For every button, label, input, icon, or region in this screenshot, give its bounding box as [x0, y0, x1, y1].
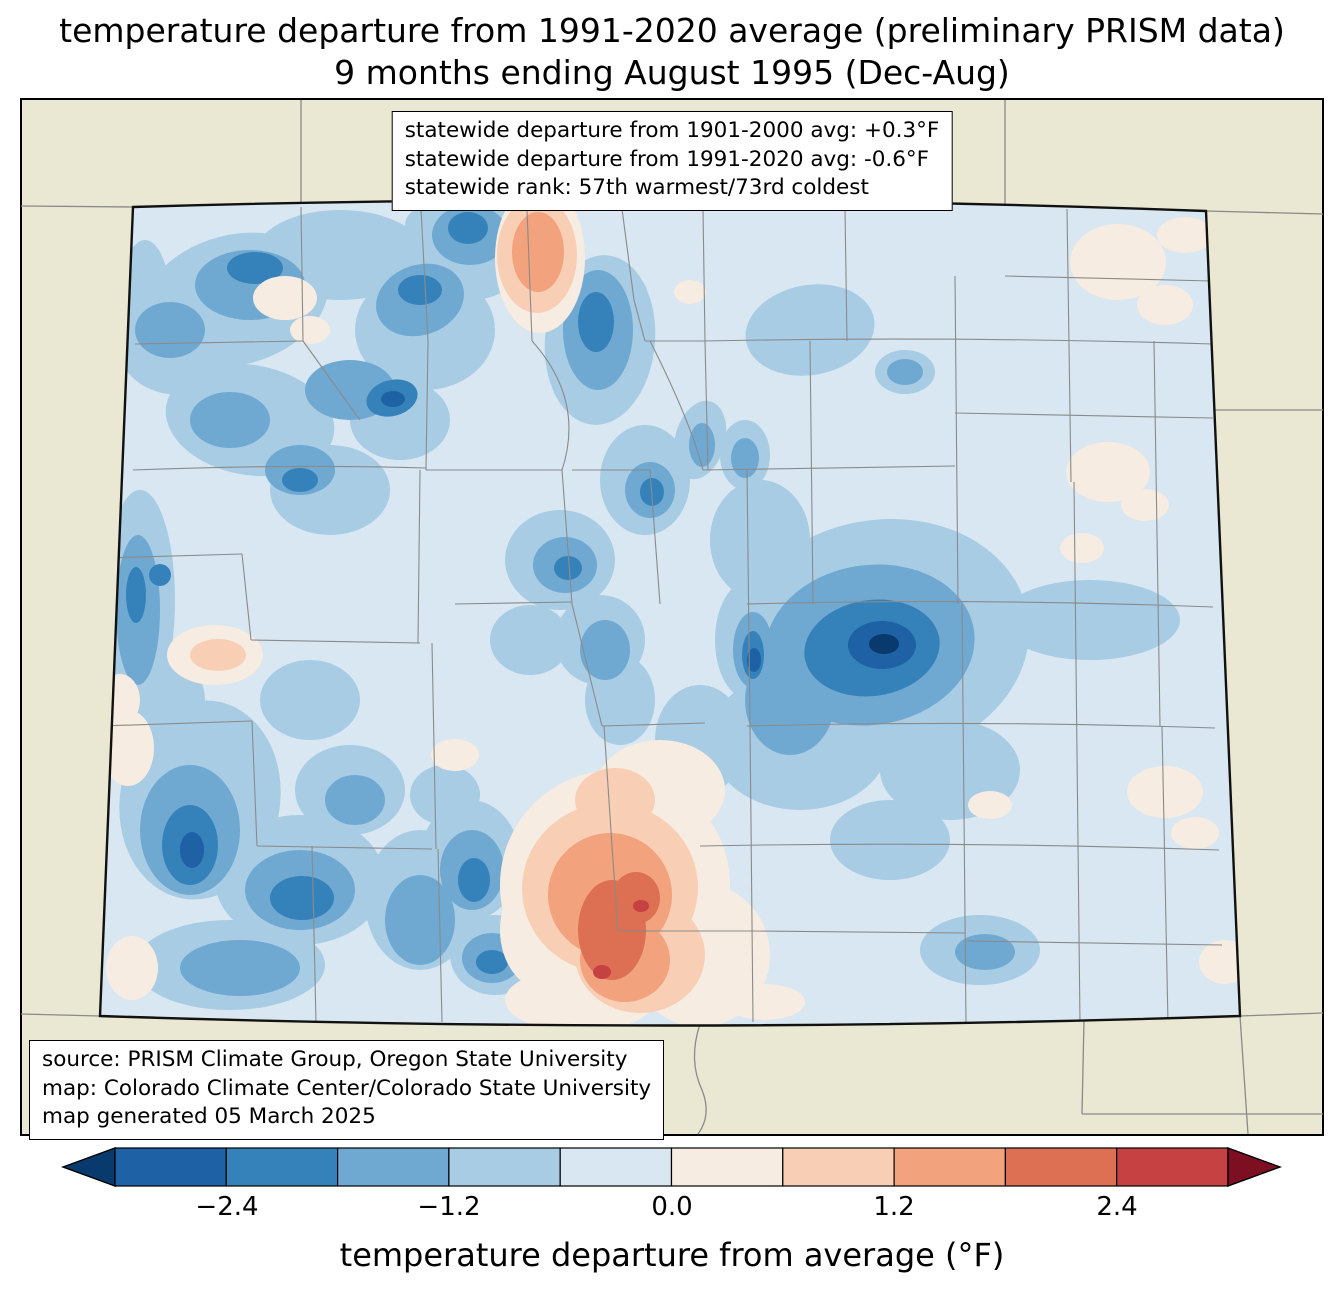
tick-label: 1.2: [873, 1192, 915, 1222]
coldest-anomaly-core: [869, 634, 899, 654]
colorbar: [60, 1146, 1283, 1188]
stats-line-1: statewide departure from 1901-2000 avg: …: [404, 118, 940, 143]
colorbar-axis-label: temperature departure from average (°F): [339, 1236, 1005, 1274]
title-line-2: 9 months ending August 1995 (Dec-Aug): [334, 53, 1010, 93]
tick-label: 0.0: [651, 1192, 693, 1222]
tick-label: 2.4: [1096, 1192, 1138, 1222]
tick-label: −1.2: [417, 1192, 481, 1222]
stats-box: statewide departure from 1901-2000 avg: …: [391, 111, 953, 211]
colorbar-ticks: −2.4 −1.2 0.0 1.2 2.4: [0, 1192, 1344, 1226]
source-line-1: source: PRISM Climate Group, Oregon Stat…: [42, 1047, 628, 1072]
chart-title: temperature departure from 1991-2020 ave…: [0, 10, 1344, 94]
title-line-1: temperature departure from 1991-2020 ave…: [59, 11, 1285, 50]
warmest-anomaly-core: [593, 965, 611, 979]
source-line-2: map: Colorado Climate Center/Colorado St…: [42, 1075, 652, 1101]
tick-label: −2.4: [195, 1192, 259, 1222]
source-line-3: map generated 05 March 2025: [42, 1104, 376, 1130]
source-box: source: PRISM Climate Group, Oregon Stat…: [29, 1040, 665, 1140]
county-boundaries: [100, 206, 1223, 1025]
stats-line-3: statewide rank: 57th warmest/73rd coldes…: [404, 175, 869, 201]
neighbor-state-lines: [20, 100, 1324, 1135]
stats-line-2: statewide departure from 1991-2020 avg: …: [404, 146, 930, 172]
